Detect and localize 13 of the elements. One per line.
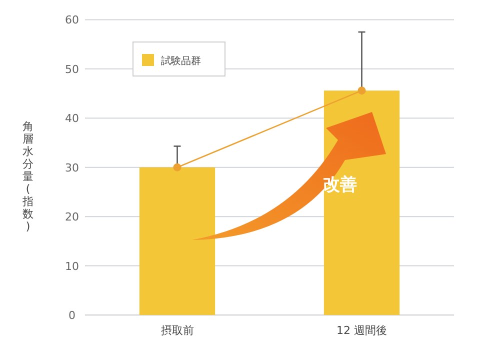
x-tick-label: 12 週間後 [336,324,387,337]
y-tick-label: 50 [65,62,79,76]
y-tick-label: 0 [68,309,76,322]
annotation: 改善 [323,174,357,195]
x-tick-label: 摂取前 [160,324,194,337]
y-tick-label: 10 [65,260,79,273]
y-tick-label: 20 [65,210,79,224]
y-tick-label: 60 [65,14,79,27]
legend: 試験品群 [132,42,226,76]
text: 角層水分量(指数) [22,120,34,233]
legend-label: 試験品群 [161,55,201,67]
y-tick-label: 30 [65,161,79,174]
y-tick-label: 40 [65,112,79,126]
